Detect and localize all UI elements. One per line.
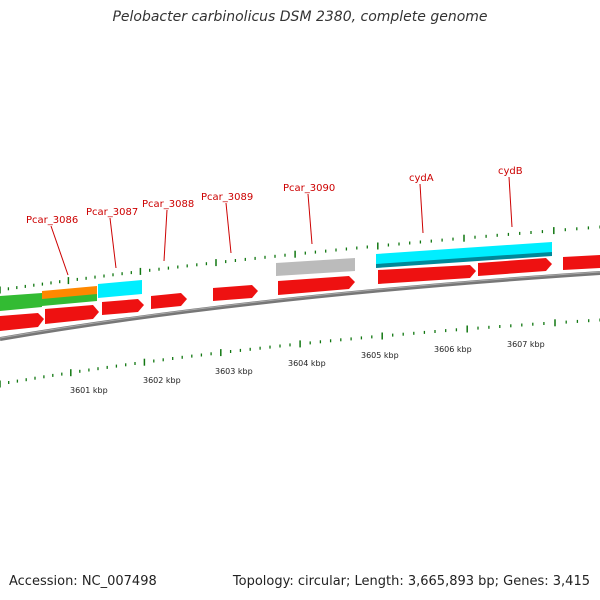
cds-arrow xyxy=(278,276,355,295)
cds-arrow xyxy=(478,258,552,276)
cds-arrow xyxy=(563,255,600,270)
kbp-label-3604: 3604 kbp xyxy=(288,359,326,368)
cds-arrow xyxy=(45,305,99,324)
label-leaders xyxy=(50,176,513,276)
kbp-label-3603: 3603 kbp xyxy=(215,367,253,376)
gene-label-pcar-3087: Pcar_3087 xyxy=(86,207,138,218)
cds-arrow xyxy=(213,285,258,301)
cyan-feature xyxy=(98,280,142,298)
gene-label-pcar-3088: Pcar_3088 xyxy=(142,199,194,210)
gene-labels: Pcar_3086 Pcar_3087 Pcar_3088 Pcar_3089 … xyxy=(26,166,523,226)
cds-arrow xyxy=(378,265,476,284)
gene-label-pcar-3090: Pcar_3090 xyxy=(283,183,335,194)
grey-feature xyxy=(276,258,355,276)
cds-arrow xyxy=(0,313,44,331)
kbp-label-3607: 3607 kbp xyxy=(507,340,545,349)
kbp-scale-labels: 3601 kbp 3602 kbp 3603 kbp 3604 kbp 3605… xyxy=(70,340,545,395)
kbp-label-3606: 3606 kbp xyxy=(434,345,472,354)
green-feature xyxy=(0,293,42,311)
green-feature-2 xyxy=(42,292,97,306)
outer-tick-track xyxy=(0,225,600,294)
cds-arrow xyxy=(151,293,187,309)
feature-track-outer xyxy=(0,242,552,311)
genome-backbone-highlight xyxy=(0,271,600,339)
kbp-label-3602: 3602 kbp xyxy=(143,376,181,385)
feature-track-cds xyxy=(0,255,600,331)
inner-tick-track xyxy=(0,318,600,388)
cds-arrow xyxy=(102,299,144,315)
kbp-label-3601: 3601 kbp xyxy=(70,386,108,395)
orange-feature xyxy=(42,286,97,299)
gene-label-cyda: cydA xyxy=(409,173,434,184)
cyan-feature-cyd-edge xyxy=(376,252,552,268)
kbp-label-3605: 3605 kbp xyxy=(361,351,399,360)
gene-label-cydb: cydB xyxy=(498,166,523,177)
gene-label-pcar-3086: Pcar_3086 xyxy=(26,215,78,226)
genome-backbone xyxy=(0,271,600,341)
genome-info-label: Topology: circular; Length: 3,665,893 bp… xyxy=(232,574,590,589)
genome-title: Pelobacter carbinolicus DSM 2380, comple… xyxy=(112,9,488,25)
gene-label-pcar-3089: Pcar_3089 xyxy=(201,192,253,203)
accession-label: Accession: NC_007498 xyxy=(9,574,157,589)
cyan-feature-cyd xyxy=(376,242,552,266)
